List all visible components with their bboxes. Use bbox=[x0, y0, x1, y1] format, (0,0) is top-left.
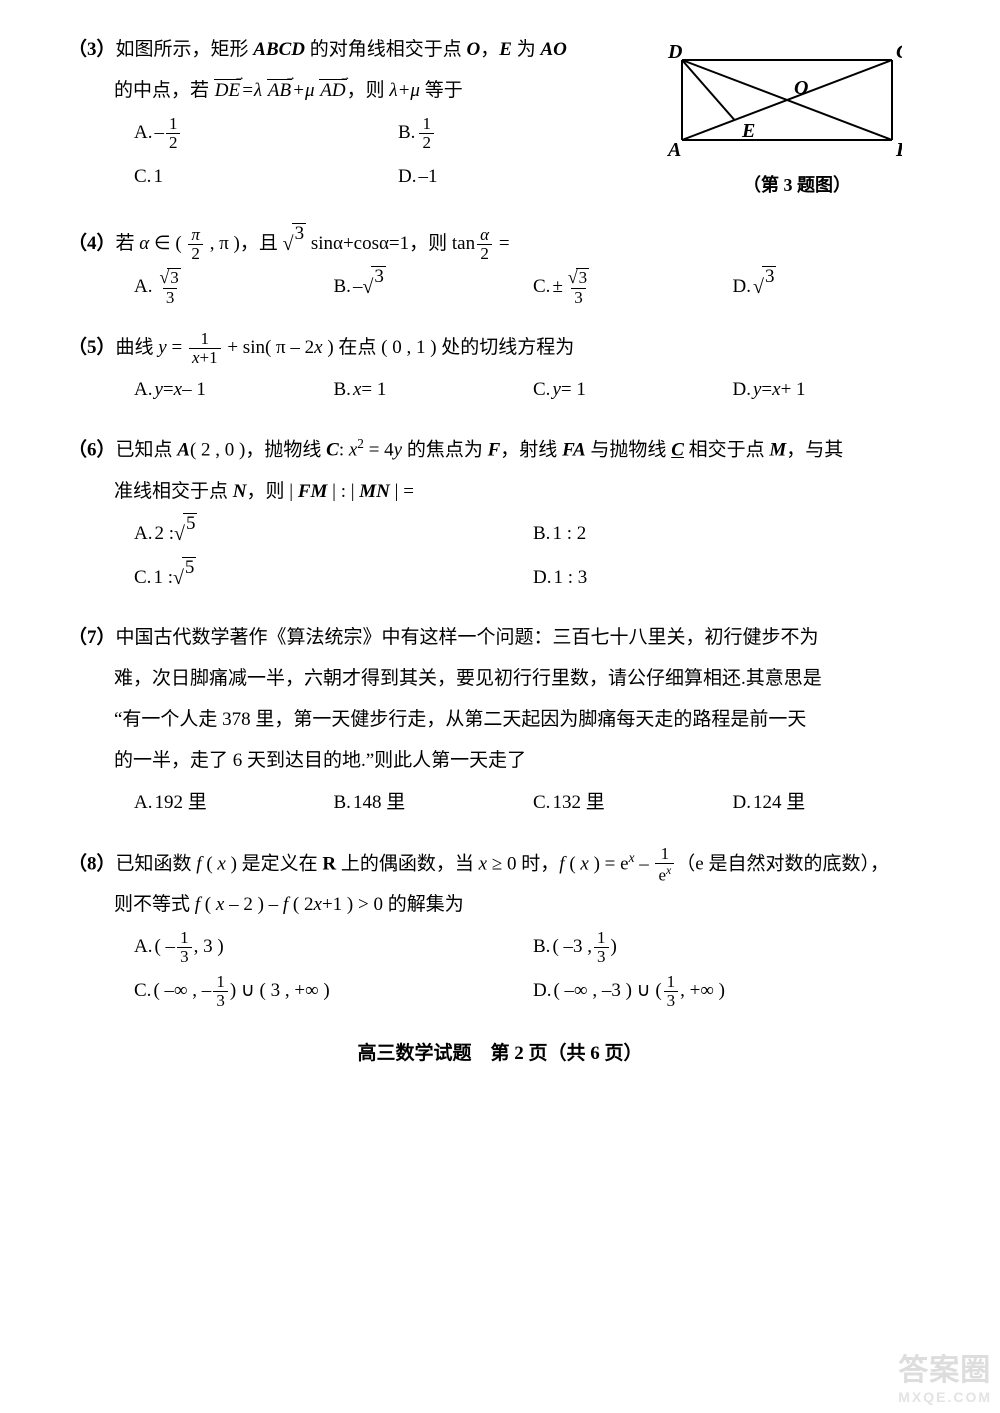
question-7: （7）中国古代数学著作《算法统宗》中有这样一个问题：三百七十八里关，初行健步不为… bbox=[68, 618, 932, 825]
question-6: （6）已知点 A( 2 , 0 )，抛物线 C: x2 = 4y 的焦点为 F，… bbox=[68, 430, 932, 600]
svg-text:B: B bbox=[895, 139, 902, 160]
watermark-sub: MXQE.COM bbox=[898, 1389, 992, 1405]
q8-option-b: B.( –3 , 13 ) bbox=[533, 926, 932, 970]
q8-option-c: C.( –∞ , – 13 ) ∪ ( 3 , +∞ ) bbox=[134, 970, 533, 1014]
q5-number: （5） bbox=[68, 337, 116, 358]
q7-option-a: A.192 里 bbox=[134, 782, 334, 826]
q4-option-a: A.33 bbox=[134, 266, 334, 310]
q6-number: （6） bbox=[68, 440, 116, 461]
q4-number: （4） bbox=[68, 233, 116, 254]
svg-text:E: E bbox=[741, 120, 755, 142]
q3-option-c: C.1 bbox=[134, 156, 398, 200]
q3-number: （3） bbox=[68, 39, 116, 60]
q7-option-d: D.124 里 bbox=[733, 782, 933, 826]
q5-option-c: C.y = 1 bbox=[533, 368, 733, 412]
q4-option-d: D.3 bbox=[733, 266, 933, 310]
q3-figure-caption: （第 3 题图） bbox=[662, 166, 932, 205]
watermark-main: 答案圈 bbox=[898, 1354, 991, 1387]
q3-figure: A B C D O E （第 3 题图） bbox=[662, 30, 932, 205]
question-3: （3）如图所示，矩形 ABCD 的对角线相交于点 O，E 为 AO 的中点，若 … bbox=[68, 30, 932, 205]
watermark: 答案圈 MXQE.COM bbox=[898, 1345, 992, 1405]
svg-text:C: C bbox=[896, 41, 902, 63]
svg-text:O: O bbox=[794, 77, 808, 99]
q8-option-a: A.( – 13 , 3 ) bbox=[134, 926, 533, 970]
q4-option-b: B. –3 bbox=[334, 266, 534, 310]
svg-text:A: A bbox=[666, 139, 681, 160]
page-footer: 高三数学试题 第 2 页（共 6 页） bbox=[68, 1038, 932, 1065]
question-4: （4）若 α ∈ ( π2 , π )，且 3 sinα+cosα=1，则 ta… bbox=[68, 223, 932, 310]
q3-option-d: D. –1 bbox=[398, 156, 662, 200]
question-8: （8）已知函数 f ( x ) 是定义在 R 上的偶函数，当 x ≥ 0 时，f… bbox=[68, 844, 932, 1014]
q3-option-b: B.12 bbox=[398, 112, 662, 156]
q7-number: （7） bbox=[68, 627, 116, 648]
q6-option-d: D.1 : 3 bbox=[533, 556, 932, 600]
q8-number: （8） bbox=[68, 853, 116, 874]
q5-option-b: B.x = 1 bbox=[334, 368, 534, 412]
svg-text:D: D bbox=[667, 41, 682, 63]
q7-option-c: C.132 里 bbox=[533, 782, 733, 826]
q7-option-b: B.148 里 bbox=[334, 782, 534, 826]
q5-option-d: D.y = x + 1 bbox=[733, 368, 933, 412]
q4-option-c: C. ± 33 bbox=[533, 266, 733, 310]
q8-option-d: D.( –∞ , –3 ) ∪ ( 13 , +∞ ) bbox=[533, 970, 932, 1014]
q6-option-b: B. 1 : 2 bbox=[533, 512, 932, 556]
q6-option-a: A.2 : 5 bbox=[134, 512, 533, 556]
rectangle-diagram-icon: A B C D O E bbox=[662, 40, 902, 160]
q6-option-c: C.1 : 5 bbox=[134, 556, 533, 600]
question-5: （5）曲线 y = 1x+1 + sin( π – 2x ) 在点 ( 0 , … bbox=[68, 328, 932, 413]
q3-option-a: A.–12 bbox=[134, 112, 398, 156]
q5-option-a: A.y = x – 1 bbox=[134, 368, 334, 412]
